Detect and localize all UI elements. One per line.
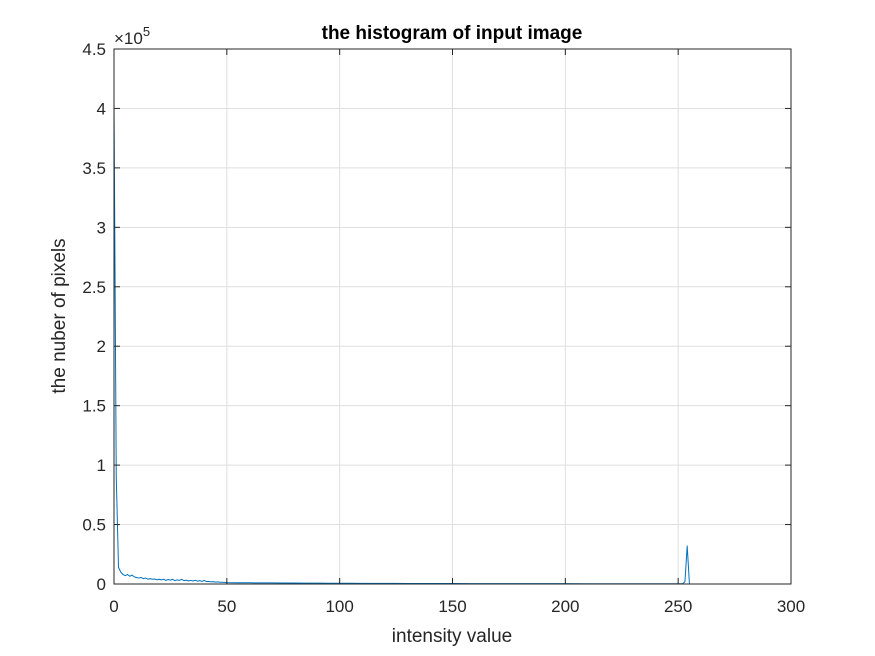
chart-title: the histogram of input image: [322, 23, 583, 44]
y-exponent-power: 5: [143, 24, 150, 39]
y-tick-label: 3.5: [82, 159, 106, 178]
y-tick-label: 1: [97, 456, 106, 475]
x-axis-label: intensity value: [392, 626, 512, 647]
y-tick-label: 2.5: [82, 278, 106, 297]
x-tick-label: 0: [109, 597, 118, 616]
y-tick-label: 0: [97, 575, 106, 594]
x-tick-label: 100: [325, 597, 353, 616]
y-tick-label: 4: [97, 99, 106, 118]
y-exponent-base: ×10: [114, 29, 143, 48]
x-tick-label: 250: [664, 597, 692, 616]
x-tick-label: 200: [551, 597, 579, 616]
x-tick-label: 50: [217, 597, 236, 616]
y-axis-label: the nuber of pixels: [49, 238, 70, 393]
y-tick-labels: 0 0.5 1 1.5 2 2.5 3 3.5 4 4.5: [82, 40, 106, 594]
y-tick-label: 1.5: [82, 397, 106, 416]
y-tick-label: 2: [97, 337, 106, 356]
y-tick-label: 0.5: [82, 516, 106, 535]
x-tick-label: 150: [438, 597, 466, 616]
y-tick-label: 3: [97, 218, 106, 237]
x-tick-label: 300: [777, 597, 805, 616]
ticks: [113, 48, 792, 585]
y-tick-label: 4.5: [82, 40, 106, 59]
x-tick-labels: 0 50 100 150 200 250 300: [109, 597, 805, 616]
y-exponent-label: ×105: [114, 24, 150, 48]
